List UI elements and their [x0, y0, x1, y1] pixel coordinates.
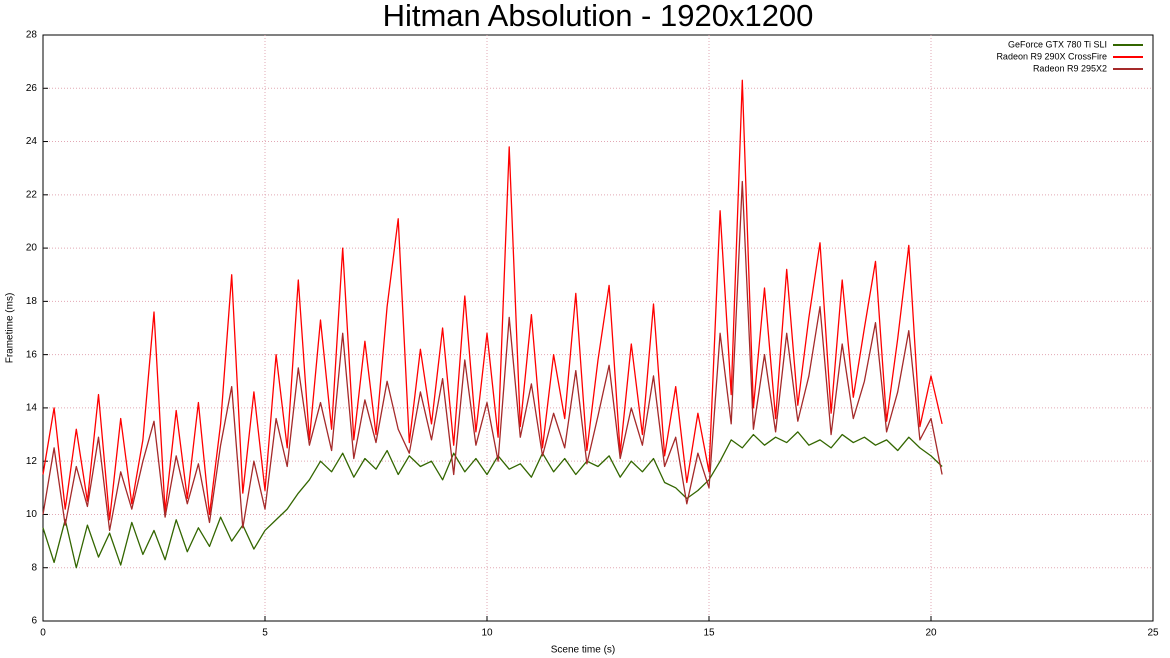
legend-label: GeForce GTX 780 Ti SLI: [1008, 39, 1107, 49]
x-tick-label: 10: [481, 628, 493, 639]
y-tick-label: 8: [31, 562, 37, 573]
x-tick-label: 5: [262, 628, 268, 639]
plot-frame: [42, 34, 1154, 622]
series-line: [42, 180, 943, 532]
x-tick-label: 15: [703, 628, 715, 639]
y-axis-label: Frametime (ms): [5, 293, 16, 364]
y-tick-label: 22: [26, 189, 38, 200]
y-tick-label: 14: [26, 403, 38, 414]
y-tick-label: 6: [31, 616, 37, 627]
y-tick-label: 26: [26, 83, 38, 94]
y-tick-label: 10: [26, 509, 38, 520]
y-tick-label: 16: [26, 349, 38, 360]
legend-label: Radeon R9 290X CrossFire: [996, 51, 1107, 61]
series-line: [42, 431, 943, 569]
x-axis-label: Scene time (s): [551, 645, 615, 656]
chart-title: Hitman Absolution - 1920x1200: [383, 0, 814, 33]
x-tick-label: 20: [925, 628, 937, 639]
legend-label: Radeon R9 295X2: [1033, 63, 1107, 73]
y-tick-label: 24: [26, 136, 38, 147]
y-tick-label: 18: [26, 296, 38, 307]
y-tick-label: 28: [26, 30, 38, 41]
x-tick-label: 25: [1147, 628, 1159, 639]
series-line: [42, 79, 943, 521]
x-tick-label: 0: [40, 628, 46, 639]
y-tick-label: 20: [26, 243, 38, 254]
y-tick-label: 12: [26, 456, 38, 467]
